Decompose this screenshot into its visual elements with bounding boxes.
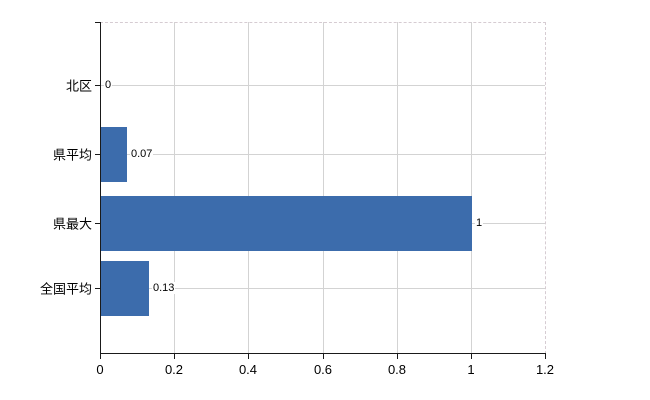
x-axis-tick — [397, 354, 398, 359]
y-axis-tick — [95, 22, 100, 23]
gridline-vertical — [323, 22, 324, 353]
category-label-0: 北区 — [65, 78, 92, 94]
category-label-3: 全国平均 — [39, 281, 92, 297]
bar-3 — [101, 261, 149, 316]
gridline-vertical — [248, 22, 249, 353]
y-axis-tick — [95, 85, 100, 86]
x-tick-label-4: 0.8 — [387, 362, 407, 377]
value-label-2: 1 — [475, 217, 484, 229]
category-label-1: 県平均 — [52, 147, 92, 163]
x-tick-label-1: 0.2 — [164, 362, 184, 377]
category-label-2: 県最大 — [52, 216, 92, 232]
x-tick-label-0: 0 — [96, 362, 104, 377]
x-axis-tick — [100, 354, 101, 359]
x-axis-tick — [174, 354, 175, 359]
gridline-vertical — [397, 22, 398, 353]
value-label-0: 0 — [104, 79, 113, 91]
bar-1 — [101, 127, 127, 182]
value-label-1: 0.07 — [130, 148, 154, 160]
x-tick-label-5: 1 — [467, 362, 475, 377]
x-axis-tick — [545, 354, 546, 359]
y-axis-tick — [95, 154, 100, 155]
x-tick-label-2: 0.4 — [238, 362, 258, 377]
x-axis-tick — [248, 354, 249, 359]
value-label-3: 0.13 — [152, 282, 176, 294]
gridline-vertical — [174, 22, 175, 353]
y-axis-tick — [95, 223, 100, 224]
x-axis-tick — [323, 354, 324, 359]
x-axis-tick — [471, 354, 472, 359]
y-axis-line — [100, 22, 101, 354]
x-tick-label-3: 0.6 — [313, 362, 333, 377]
x-axis-line — [100, 353, 546, 354]
x-tick-label-6: 1.2 — [535, 362, 555, 377]
y-axis-tick — [95, 288, 100, 289]
bar-2 — [101, 196, 472, 251]
gridline-vertical — [471, 22, 472, 353]
